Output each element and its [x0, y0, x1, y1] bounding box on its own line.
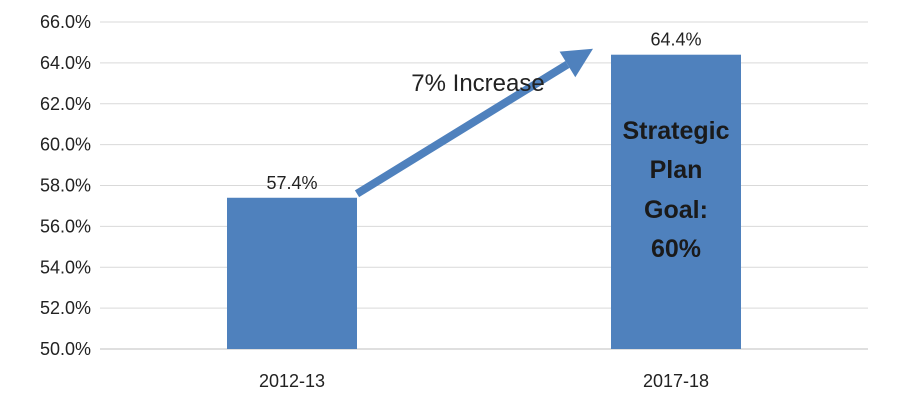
x-axis: 2012-13 2017-18: [259, 371, 709, 391]
y-tick-label: 64.0%: [40, 53, 91, 73]
x-tick-label: 2012-13: [259, 371, 325, 391]
increase-arrow-shaft: [354, 61, 570, 198]
bar-2012-13: [227, 197, 357, 349]
increase-arrow-head: [559, 48, 593, 78]
y-tick-label: 56.0%: [40, 216, 91, 236]
bar-value-label: 57.4%: [266, 173, 317, 193]
y-tick-label: 50.0%: [40, 339, 91, 359]
goal-text-line: 60%: [651, 235, 701, 263]
y-tick-label: 58.0%: [40, 176, 91, 196]
y-tick-label: 54.0%: [40, 257, 91, 277]
annotations: 7% Increase Strategic Plan Goal: 60%: [354, 48, 730, 263]
goal-text-line: Plan: [650, 156, 703, 184]
goal-text-line: Goal:: [644, 196, 708, 224]
y-tick-label: 60.0%: [40, 135, 91, 155]
x-tick-label: 2017-18: [643, 371, 709, 391]
bar-value-label: 64.4%: [650, 30, 701, 50]
increase-annotation: 7% Increase: [411, 70, 544, 97]
bar-2017-18: [611, 54, 741, 349]
bars: 57.4% 64.4%: [227, 30, 741, 349]
y-tick-label: 66.0%: [40, 12, 91, 32]
y-axis: 50.0% 52.0% 54.0% 56.0% 58.0% 60.0% 62.0% 64.0%…: [40, 12, 91, 359]
y-tick-label: 62.0%: [40, 94, 91, 114]
goal-text-line: Strategic: [623, 117, 730, 145]
y-tick-label: 52.0%: [40, 298, 91, 318]
